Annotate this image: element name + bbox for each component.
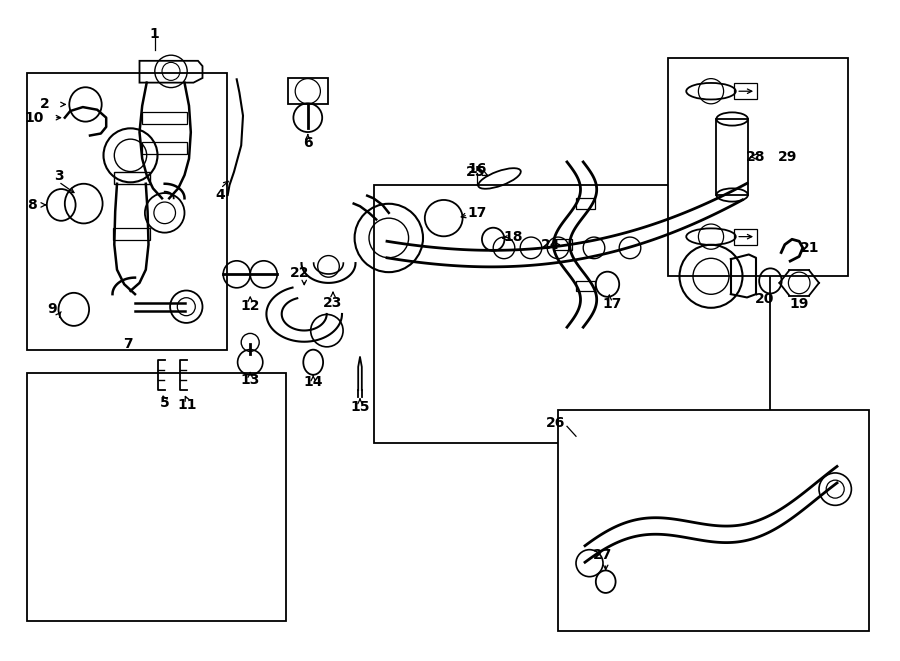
Bar (716, 119, 748, 195)
Text: 24: 24 (541, 237, 561, 252)
Bar (142, 142, 187, 154)
Text: 26: 26 (545, 416, 565, 430)
Text: 27: 27 (593, 548, 613, 563)
Text: 10: 10 (24, 110, 44, 125)
Bar (288, 78, 328, 104)
Text: 9: 9 (48, 302, 57, 317)
Bar (668, 58, 848, 276)
Text: 20: 20 (755, 292, 775, 306)
Text: 5: 5 (160, 396, 169, 410)
Bar (142, 112, 187, 124)
Bar (734, 229, 757, 245)
Text: 15: 15 (350, 399, 370, 414)
Bar (374, 185, 770, 443)
Bar (27, 73, 227, 350)
Text: 19: 19 (789, 297, 809, 311)
Text: 12: 12 (240, 299, 260, 313)
Text: 17: 17 (467, 206, 487, 220)
Text: 7: 7 (123, 336, 132, 351)
Text: 21: 21 (800, 241, 820, 255)
Text: 1: 1 (150, 27, 159, 42)
Bar (114, 172, 150, 184)
Bar (112, 228, 150, 240)
Bar (558, 410, 868, 631)
Text: 3: 3 (54, 169, 63, 184)
Bar (553, 239, 572, 250)
Text: 25: 25 (465, 165, 485, 179)
Text: 14: 14 (303, 375, 323, 389)
Bar (734, 83, 757, 99)
Text: 22: 22 (290, 266, 310, 280)
Text: 28: 28 (746, 149, 766, 164)
Text: 4: 4 (216, 188, 225, 202)
Bar (27, 373, 286, 621)
Text: 23: 23 (323, 295, 343, 310)
Text: 8: 8 (27, 198, 36, 212)
Bar (576, 280, 596, 291)
Text: 16: 16 (467, 161, 487, 176)
Text: 29: 29 (778, 149, 797, 164)
Text: 6: 6 (303, 136, 312, 150)
Text: 2: 2 (40, 97, 50, 112)
Text: 18: 18 (503, 229, 523, 244)
Text: 11: 11 (177, 397, 197, 412)
Text: 13: 13 (240, 373, 260, 387)
Text: 17: 17 (602, 297, 622, 311)
Bar (576, 198, 596, 208)
